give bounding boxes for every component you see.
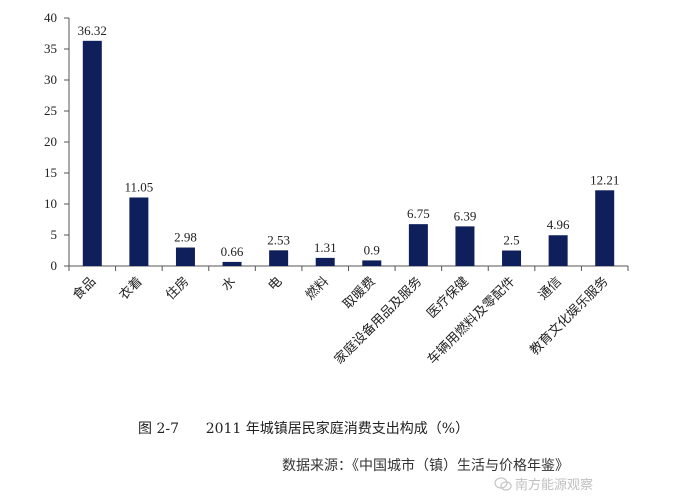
- bar: [222, 261, 242, 266]
- chart-axes: [68, 18, 628, 267]
- data-label: 2.5: [503, 233, 519, 248]
- bar: [269, 250, 289, 266]
- bar: [455, 226, 475, 266]
- data-label: 12.21: [590, 172, 619, 187]
- data-label: 6.39: [454, 208, 477, 223]
- category-label: 医疗保健: [424, 274, 471, 321]
- category-label: 教育文化娱乐服务: [527, 274, 612, 359]
- data-label: 6.75: [407, 206, 430, 221]
- y-tick-label: 30: [44, 72, 57, 87]
- data-label: 11.05: [124, 179, 153, 194]
- data-label: 2.53: [267, 232, 290, 247]
- data-source: 数据来源：《中国城市（镇）生活与价格年鉴》: [282, 458, 569, 474]
- bar-chart: 0 5 10 15 20 25 30 35 40 36.32 11.05 2.98 0.66 2.53 1…: [44, 10, 629, 368]
- data-label: 2.98: [174, 230, 197, 245]
- bar: [595, 190, 615, 266]
- category-label: 电: [266, 274, 286, 294]
- bar: [502, 250, 522, 266]
- category-label: 食品: [69, 274, 99, 304]
- category-label: 水: [219, 274, 239, 294]
- y-tick-label: 35: [44, 41, 57, 56]
- y-tick-label: 20: [44, 134, 57, 149]
- data-label: 0.9: [364, 242, 380, 257]
- bar: [82, 40, 102, 266]
- category-label: 车辆用燃料及零配件: [424, 274, 518, 368]
- bar: [408, 224, 428, 266]
- bar: [175, 247, 195, 266]
- category-label: 住房: [163, 274, 193, 304]
- watermark-text: 南方能源观察: [515, 478, 594, 493]
- data-label: 0.66: [221, 244, 244, 259]
- bar: [315, 257, 335, 266]
- y-axis-ticks: 0 5 10 15 20 25 30 35 40: [44, 10, 629, 273]
- y-tick-label: 40: [44, 10, 57, 25]
- category-label: 燃料: [302, 274, 332, 304]
- category-label: 衣着: [116, 274, 146, 304]
- y-tick-label: 0: [51, 258, 58, 273]
- watermark: 南方能源观察: [494, 474, 593, 493]
- y-tick-label: 10: [44, 196, 57, 211]
- bars: [82, 40, 615, 266]
- category-label: 通信: [536, 274, 565, 303]
- data-labels: 36.32 11.05 2.98 0.66 2.53 1.31 0.9 6.75 6.39 2.5…: [78, 23, 620, 259]
- category-label: 家庭设备用品及服务: [331, 274, 425, 368]
- category-label: 取暖费: [340, 274, 378, 312]
- data-label: 1.31: [314, 240, 337, 255]
- bar: [548, 235, 568, 266]
- category-labels: 食品 衣着 住房 水 电燃料 取暖费家庭设备用品及服务 医疗保健车辆用燃料及零配件 通信教育文…: [69, 274, 611, 368]
- y-tick-label: 15: [44, 165, 57, 180]
- bar: [362, 260, 382, 266]
- bar: [129, 197, 149, 266]
- figure-caption: 图 2-7 2011 年城镇居民家庭消费支出构成（%）: [138, 421, 470, 437]
- wechat-icon: [494, 476, 512, 491]
- y-tick-label: 5: [51, 227, 58, 242]
- data-label: 4.96: [547, 217, 570, 232]
- data-label: 36.32: [78, 23, 107, 38]
- y-tick-label: 25: [44, 103, 57, 118]
